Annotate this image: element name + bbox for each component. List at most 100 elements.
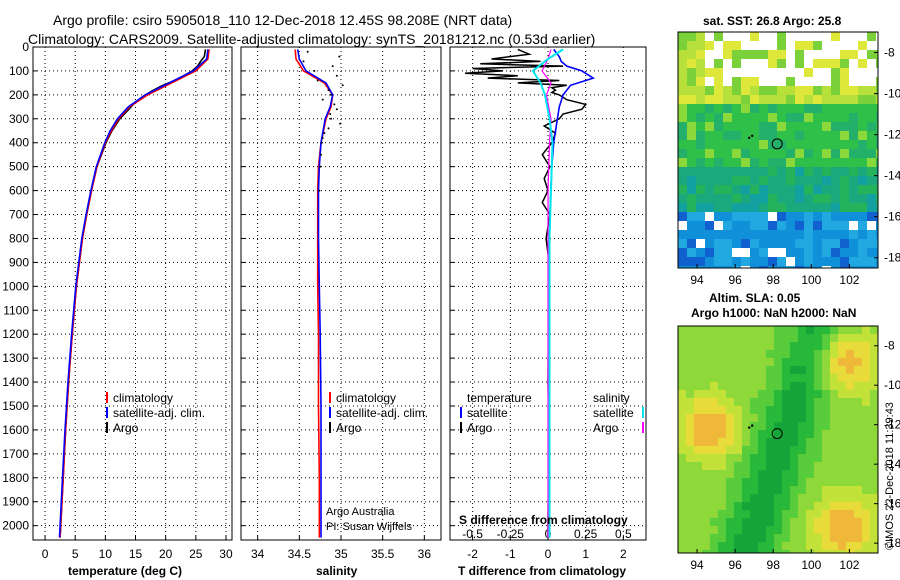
sla-cell [862, 406, 870, 414]
sla-cell [822, 502, 830, 510]
sst-cell [705, 131, 714, 140]
sst-cell [723, 140, 732, 149]
sst-cell [759, 95, 768, 104]
sst-cell [696, 104, 705, 113]
sst-cell [777, 266, 786, 268]
sst-cell [804, 167, 813, 176]
sla-cell [798, 430, 806, 438]
sla-cell [814, 414, 822, 422]
sla-cell [870, 334, 878, 342]
depth-tick-label: 1500 [2, 399, 29, 413]
sla-cell [854, 358, 862, 366]
sst-cell [786, 176, 795, 185]
sst-cell [876, 131, 878, 140]
sla-cell [710, 518, 718, 526]
sla-cell [798, 326, 806, 334]
sla-cell [750, 422, 758, 430]
depth-tick-label: 1000 [2, 279, 29, 293]
sst-cell [867, 203, 876, 212]
sst-cell [822, 185, 831, 194]
sla-cell [758, 414, 766, 422]
sla-cell [750, 518, 758, 526]
sst-cell [876, 59, 878, 68]
sla-cell [806, 374, 814, 382]
sst-cell [750, 266, 759, 268]
sst-cell [831, 266, 840, 268]
sla-cell [750, 390, 758, 398]
sst-cell [795, 113, 804, 122]
sst-cell [813, 167, 822, 176]
argo-salinity-point [327, 127, 330, 130]
argo-salinity-point [341, 84, 344, 87]
sla-cell [814, 438, 822, 446]
sla-cell [814, 422, 822, 430]
sla-cell [862, 326, 870, 334]
sst-cell [786, 32, 795, 41]
sst-cell [750, 149, 759, 158]
sla-cell [798, 454, 806, 462]
sst-cell [678, 50, 687, 59]
sst-cell [687, 149, 696, 158]
sst-cell [714, 266, 723, 268]
sst-cell [723, 32, 732, 41]
satellite-salinity-line [296, 49, 334, 538]
map-y-tick-label: -10 [884, 378, 900, 392]
sla-cell [870, 326, 878, 334]
sst-cell [786, 167, 795, 176]
sst-cell [750, 68, 759, 77]
sla-cell [774, 462, 782, 470]
x-tick-label: 35.5 [371, 547, 395, 561]
sla-cell [846, 486, 854, 494]
sla-cell [806, 526, 814, 534]
x-tick-label-T: 2 [620, 547, 627, 561]
sst-cell [867, 140, 876, 149]
sla-cell [758, 438, 766, 446]
sla-cell [742, 486, 750, 494]
sst-cell [759, 221, 768, 230]
sst-cell [876, 113, 878, 122]
sla-cell [686, 430, 694, 438]
sla-cell [686, 510, 694, 518]
sla-cell [758, 422, 766, 430]
sst-cell [786, 221, 795, 230]
sst-cell [714, 41, 723, 50]
sst-cell [768, 230, 777, 239]
sla-cell [870, 534, 878, 542]
sst-cell [696, 167, 705, 176]
sst-cell [795, 104, 804, 113]
sla-cell [710, 454, 718, 462]
sst-cell [822, 104, 831, 113]
sst-cell [705, 239, 714, 248]
sst-cell [840, 212, 849, 221]
sla-cell [694, 398, 702, 406]
sst-cell [678, 131, 687, 140]
sla-cell [814, 342, 822, 350]
sla-cell [718, 414, 726, 422]
sla-cell [758, 326, 766, 334]
sst-cell [687, 194, 696, 203]
sla-cell [694, 550, 702, 553]
sla-cell [766, 470, 774, 478]
sla-cell [726, 446, 734, 454]
sst-cell [867, 257, 876, 266]
sla-cell [742, 526, 750, 534]
sst-cell [714, 104, 723, 113]
depth-tick-label: 1300 [2, 351, 29, 365]
sst-cell [678, 185, 687, 194]
sla-cell [806, 550, 814, 553]
sst-cell [804, 149, 813, 158]
sla-cell [838, 470, 846, 478]
sla-cell [694, 526, 702, 534]
sla-cell [838, 414, 846, 422]
sst-cell [822, 95, 831, 104]
sst-cell [750, 77, 759, 86]
sla-cell [862, 430, 870, 438]
sst-cell [858, 167, 867, 176]
depth-tick-label: 700 [9, 208, 29, 222]
argo-salinity-point [335, 108, 338, 111]
sla-cell [790, 438, 798, 446]
sst-cell [759, 104, 768, 113]
legend-argo-label: Argo [336, 421, 362, 435]
sla-cell [750, 454, 758, 462]
sla-cell [814, 462, 822, 470]
